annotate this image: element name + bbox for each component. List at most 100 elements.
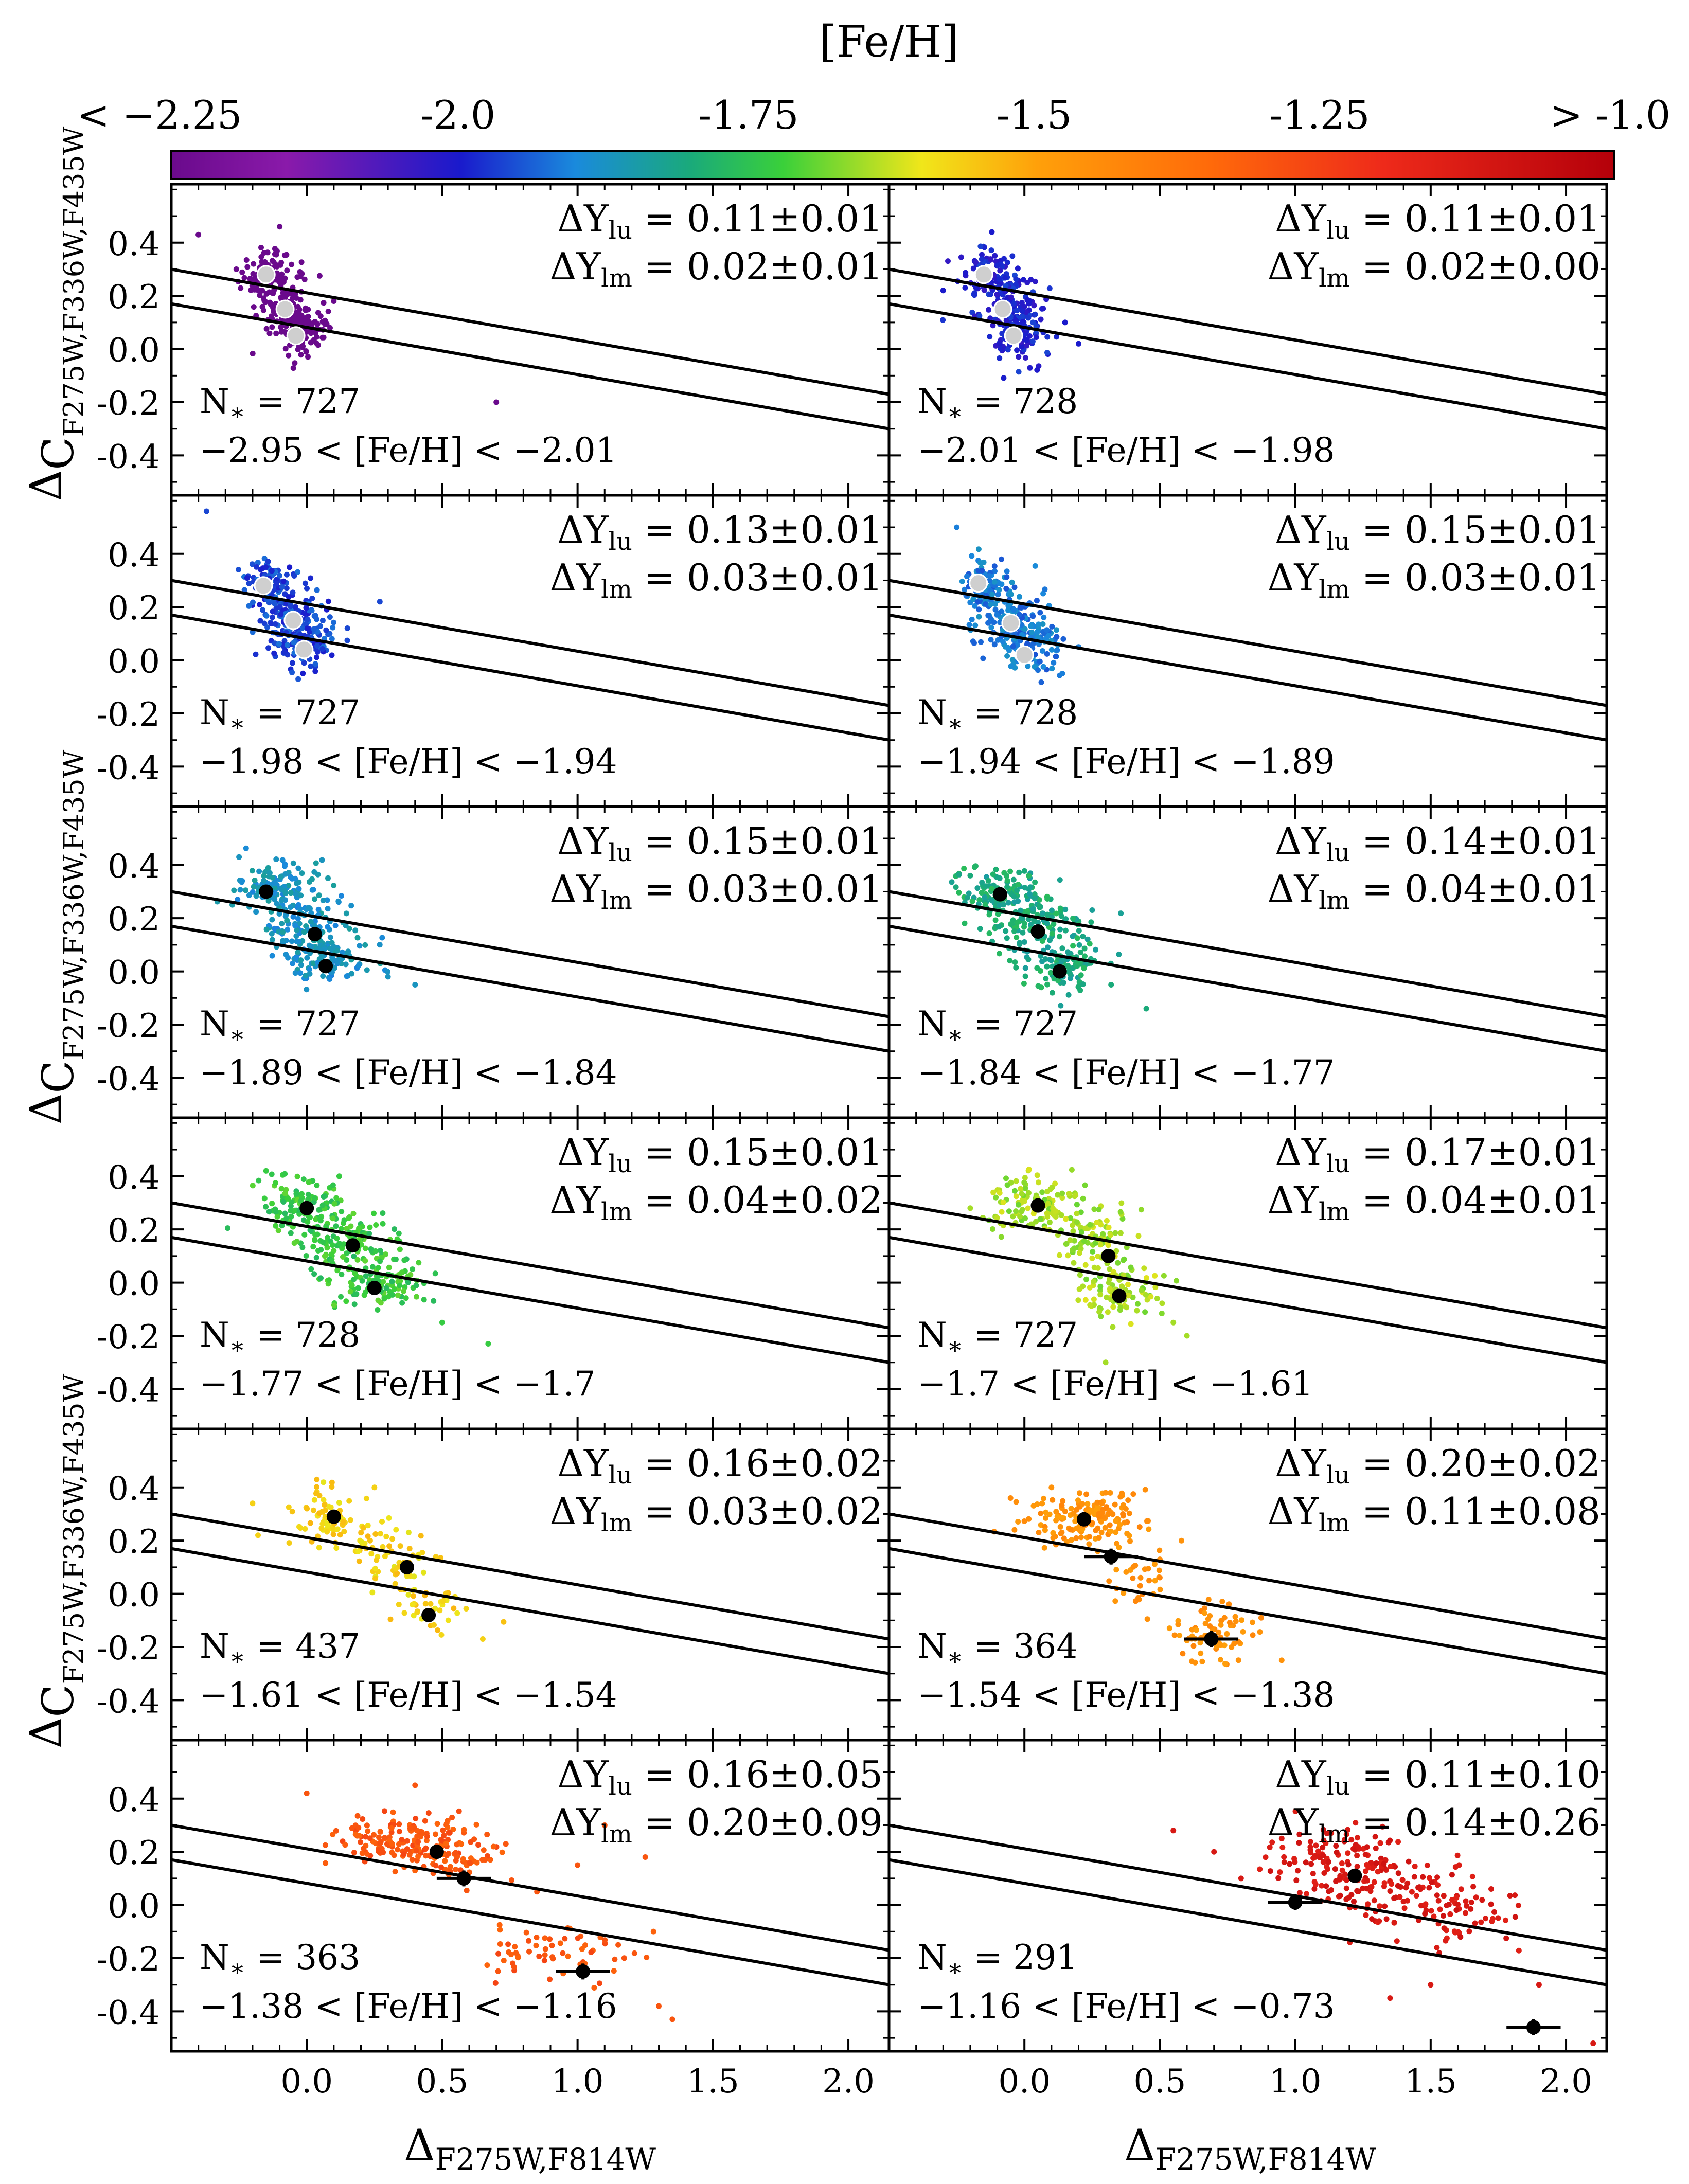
delta-y-symbol: ΔY [557,1131,609,1174]
population-center [1015,645,1034,665]
star-count-value: = 291 [963,1938,1078,1977]
delta-y-lm: ΔYlm = 0.03±0.02 [550,1490,883,1537]
star-count: N∗ = 363 [200,1938,360,1982]
delta-y-symbol: ΔY [550,867,602,910]
star-point [1313,1842,1319,1849]
star-point [1004,568,1010,575]
star-point [1118,1200,1125,1206]
star-point [1435,1882,1441,1888]
star-point [1049,930,1055,937]
star-point [1053,910,1059,917]
delta-y-lu: ΔYlu = 0.17±0.01 [1275,1131,1601,1178]
star-point [1050,1530,1056,1536]
star-point [392,1581,398,1587]
star-point [1019,314,1025,319]
population-center [286,326,306,346]
star-point [1068,1527,1074,1533]
delta-y-lu: ΔYlu = 0.11±0.01 [1275,197,1601,245]
star-point [282,1171,288,1177]
y-tick-label: 0.4 [108,1159,160,1197]
star-point [1022,1215,1028,1221]
star-point [290,914,296,920]
star-point [1355,1835,1360,1841]
star-point [296,886,302,892]
star-point [1087,941,1093,947]
population-center [974,265,993,284]
star-point [1106,1578,1112,1584]
star-point [1239,1617,1244,1623]
star-point [336,1241,343,1246]
star-point [1441,1913,1446,1919]
star-point [404,1838,411,1844]
star-point [386,1543,393,1549]
star-point [302,580,308,586]
star-point [972,863,979,869]
star-point [953,884,959,890]
star-point [1142,1487,1148,1493]
star-point [669,2016,675,2022]
star-count: N∗ = 364 [917,1626,1078,1671]
star-point [565,1953,571,1959]
star-point [1036,897,1042,903]
star-point [389,1279,395,1285]
star-point [334,1236,340,1242]
star-point [1156,1567,1162,1573]
separation-line [889,1236,1607,1364]
star-point [484,1962,490,1968]
star-point [1342,1871,1348,1877]
star-point [273,605,279,611]
delta-y-value: = 0.11±0.01 [632,197,883,240]
star-point [414,1609,420,1615]
star-point [437,1607,443,1614]
star-point [992,568,998,575]
star-point [1343,1877,1349,1883]
star-point [355,1285,361,1291]
star-point [293,295,299,301]
star-point [542,1946,548,1952]
y-tick-label: -0.4 [97,1060,160,1098]
star-point [1058,1212,1064,1218]
star-point [1005,645,1011,651]
star-point [496,1922,503,1928]
star-point [1038,1510,1044,1516]
star-point [414,1294,419,1300]
star-point [293,954,299,960]
star-point [631,1950,637,1956]
star-point [453,1858,459,1864]
y-tick-label: 0.4 [108,1470,160,1508]
star-point [1071,1238,1077,1244]
star-point [1121,1256,1127,1262]
star-point [1026,916,1032,922]
star-count-symbol: N [917,1626,947,1666]
population-center [326,1509,341,1524]
star-point [1351,1899,1357,1905]
star-point [251,884,257,890]
separation-line [171,1512,889,1641]
delta-y-symbol: ΔY [557,819,609,863]
star-point [435,1627,441,1633]
star-point [1022,1185,1028,1191]
star-point [997,902,1003,908]
star-point [979,252,985,258]
star-point [195,231,202,238]
star-point [365,1828,371,1834]
star-point [289,660,295,666]
star-point [1468,1899,1474,1905]
star-point [424,1834,430,1839]
star-point [280,929,286,935]
star-point [313,1255,319,1261]
star-point [203,508,209,514]
star-point [1061,980,1066,986]
star-point [1002,275,1008,281]
star-point [261,297,268,303]
star-point [285,1196,291,1202]
star-point [297,1525,304,1531]
star-point [310,1507,316,1513]
star-point [1013,1193,1019,1200]
star-point [380,1849,386,1855]
star-point [1016,1202,1022,1208]
star-point [306,1179,312,1185]
metallicity-range: −1.89 < [Fe/H] < −1.84 [200,1053,617,1093]
star-point [1025,956,1032,962]
